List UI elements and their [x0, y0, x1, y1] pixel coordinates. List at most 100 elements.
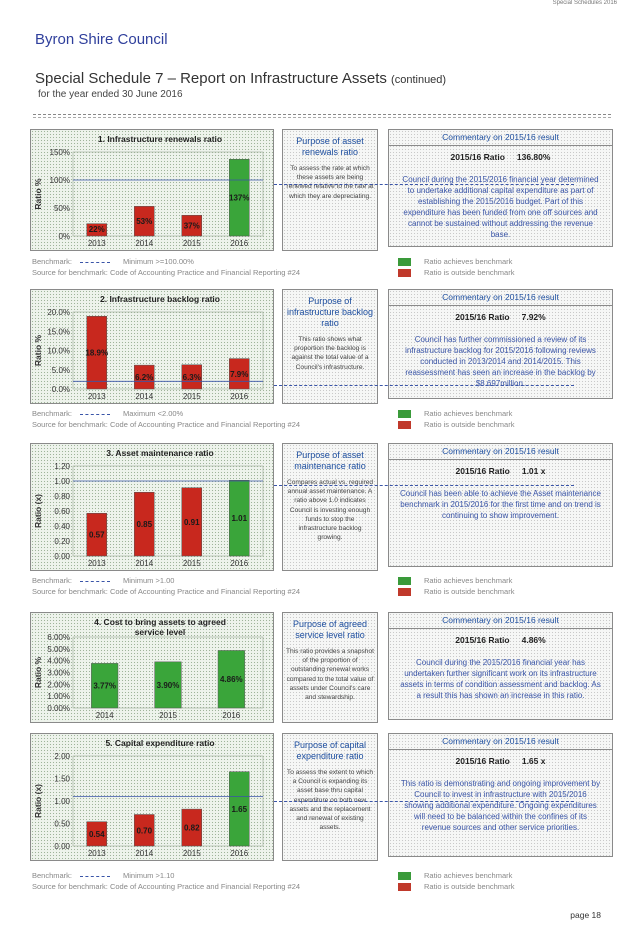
chart-panel: 1. Infrastructure renewals ratio 0% 50% 100…: [30, 129, 274, 251]
ratio-value: 4.86%: [521, 635, 546, 645]
y-tick-label: 1.00: [54, 477, 70, 486]
bar-chart: 5. Capital expenditure ratio 0.00 0.50 1.00…: [33, 738, 264, 858]
achieves-swatch: [398, 872, 411, 880]
data-label: 1.65: [231, 805, 247, 814]
data-label: 137%: [229, 194, 249, 203]
data-label: 53%: [136, 217, 152, 226]
achieves-swatch: [398, 410, 411, 418]
achieves-swatch: [398, 577, 411, 585]
chart-title: 2. Infrastructure backlog ratio: [100, 294, 220, 304]
purpose-body: Compares actual vs. required annual asse…: [286, 479, 374, 542]
benchmark-swatch: [80, 262, 110, 263]
y-tick-label: 0.00: [54, 552, 70, 561]
benchmark-swatch: [80, 876, 110, 877]
ratio-value: 1.65 x: [521, 756, 546, 766]
bar-2013: [86, 513, 107, 557]
chart-panel: 4. Cost to bring assets to agreed service…: [30, 612, 274, 723]
y-tick-label: 150%: [50, 148, 70, 157]
benchmark-swatch: [80, 414, 110, 415]
data-label: 22%: [89, 225, 105, 234]
bar-2016: [229, 771, 250, 847]
commentary-panel: Commentary on 2015/16 result 2015/16 Rati…: [388, 443, 613, 567]
benchmark-value: Minimum >1.00: [123, 576, 175, 585]
bar-chart: 2. Infrastructure backlog ratio 0.0% 5.0% 1…: [33, 294, 264, 401]
x-tick-label: 2014: [135, 239, 153, 248]
chart-title: service level: [135, 627, 186, 637]
benchmark-legend: Benchmark: Minimum >1.00 Ratio achieves be…: [30, 576, 613, 598]
purpose-title: Purpose of asset maintenance ratio: [294, 450, 366, 471]
benchmark-source: Source for benchmark: Code of Accounting…: [32, 587, 301, 596]
x-tick-label: 2016: [230, 239, 248, 248]
y-tick-label: 0.20: [54, 537, 70, 546]
y-tick-label: 1.00%: [47, 692, 70, 701]
purpose-panel: Purpose of asset renewals ratio To assess…: [282, 129, 378, 251]
achieves-label: Ratio achieves benchmark: [424, 576, 513, 585]
purpose-panel: Purpose of asset maintenance ratio Compar…: [282, 443, 378, 571]
title-divider: [33, 114, 611, 115]
page-subtitle: for the year ended 30 June 2016: [38, 89, 183, 100]
benchmark-label: Benchmark:: [32, 871, 73, 880]
page-title: Special Schedule 7 – Report on Infrastru…: [35, 70, 446, 87]
outside-label: Ratio is outside benchmark: [424, 420, 515, 429]
outside-label: Ratio is outside benchmark: [424, 882, 515, 891]
data-label: 6.3%: [183, 373, 201, 382]
chart-title: 3. Asset maintenance ratio: [106, 448, 213, 458]
purpose-body: This ratio shows what proportion the bac…: [291, 336, 369, 371]
ratio-result: 2015/16 Ratio 136.80%: [389, 146, 612, 166]
x-tick-label: 2016: [230, 392, 248, 401]
benchmark-value: Minimum >=100.00%: [123, 257, 194, 266]
purpose-title: Purpose of capital expenditure ratio: [293, 740, 367, 761]
benchmark-legend: Benchmark: Maximum <2.00% Ratio achieves b…: [30, 409, 613, 431]
y-axis-label: Ratio %: [33, 178, 43, 210]
data-label: 3.77%: [93, 682, 116, 691]
data-label: 0.54: [89, 830, 105, 839]
commentary-panel: Commentary on 2015/16 result 2015/16 Rati…: [388, 612, 613, 720]
data-label: 18.9%: [85, 349, 108, 358]
chart-title: 4. Cost to bring assets to agreed: [94, 617, 226, 627]
purpose-panel: Purpose of infrastructure backlog ratio T…: [282, 289, 378, 404]
chart-title: 5. Capital expenditure ratio: [105, 738, 214, 748]
benchmark-source: Source for benchmark: Code of Accounting…: [32, 882, 301, 891]
commentary-panel: Commentary on 2015/16 result 2015/16 Rati…: [388, 129, 613, 247]
commentary-title: Commentary on 2015/16 result: [389, 444, 612, 460]
y-tick-label: 5.00%: [47, 645, 70, 654]
x-tick-label: 2013: [88, 392, 106, 401]
data-label: 0.57: [89, 531, 105, 540]
data-label: 0.82: [184, 824, 200, 833]
commentary-panel: Commentary on 2015/16 result 2015/16 Rati…: [388, 289, 613, 399]
y-tick-label: 5.0%: [52, 366, 70, 375]
y-axis-label: Ratio (x): [33, 494, 43, 528]
y-tick-label: 3.00%: [47, 669, 70, 678]
outside-label: Ratio is outside benchmark: [424, 268, 515, 277]
commentary-body: Council during the 2015/2016 financial y…: [400, 658, 601, 700]
x-tick-label: 2013: [88, 559, 106, 568]
bar-2015: [181, 487, 202, 557]
x-tick-label: 2014: [135, 849, 153, 858]
bar-2014: [134, 492, 155, 557]
bar-2014: [134, 814, 155, 847]
commentary-panel: Commentary on 2015/16 result 2015/16 Rati…: [388, 733, 613, 857]
y-axis-label: Ratio %: [33, 334, 43, 366]
benchmark-connector: [274, 385, 574, 387]
data-label: 6.2%: [135, 373, 153, 382]
benchmark-source: Source for benchmark: Code of Accounting…: [32, 420, 301, 429]
ratio-label: 2015/16 Ratio: [455, 756, 510, 766]
ratio-label: 2015/16 Ratio: [450, 152, 505, 162]
bar-2016: [229, 480, 250, 557]
achieves-label: Ratio achieves benchmark: [424, 409, 513, 418]
plot-area: [72, 311, 264, 390]
outside-swatch: [398, 269, 411, 277]
ratio-result: 2015/16 Ratio 7.92%: [389, 306, 612, 326]
commentary-body: This ratio is demonstrating and ongoing …: [400, 779, 601, 832]
benchmark-value: Minimum >1.10: [123, 871, 175, 880]
bar-chart: 3. Asset maintenance ratio 0.00 0.20 0.40 0.…: [33, 448, 264, 568]
bar-2016: [229, 159, 250, 237]
commentary-body: Council has been able to achieve the Ass…: [399, 489, 602, 520]
y-tick-label: 0.50: [54, 820, 70, 829]
y-tick-label: 50%: [54, 204, 70, 213]
ratio-result: 2015/16 Ratio 1.01 x: [389, 460, 612, 480]
bar-2013: [86, 821, 107, 847]
data-label: 1.01: [231, 514, 247, 523]
benchmark-legend: Benchmark: Minimum >=100.00% Ratio achieve…: [30, 257, 613, 279]
benchmark-label: Benchmark:: [32, 257, 73, 266]
